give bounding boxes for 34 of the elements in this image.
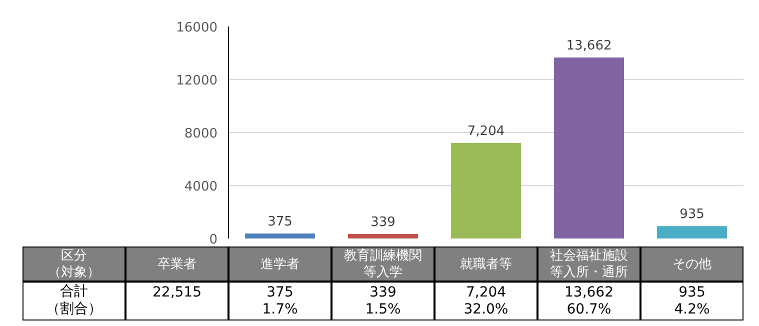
text: 339 <box>370 215 396 230</box>
text: 13,662 <box>566 38 612 54</box>
text: 375 <box>268 214 292 230</box>
y-tick-label: 4000 <box>184 180 218 194</box>
data-label: 7,204 <box>466 284 506 300</box>
text: 32.0% <box>464 301 508 318</box>
y-tick-label: 12000 <box>176 74 218 88</box>
x-tick-label: 社会福祉施設等入所・通所 <box>550 248 628 280</box>
bar <box>348 234 418 238</box>
data-label: 375 <box>266 284 294 300</box>
x-tick-label: 教育訓練機関等入学 <box>344 248 422 280</box>
text: 区分（対象） <box>48 248 100 280</box>
text: 7,204 <box>467 124 505 140</box>
bar <box>450 143 522 238</box>
data-label: 13,662 <box>564 284 614 300</box>
y-tick-label: 16000 <box>176 20 218 36</box>
y-tick-label: 0 <box>209 232 218 248</box>
x-tick-label: 進学者 <box>260 256 300 272</box>
text: 4.2% <box>674 301 710 318</box>
x-tick-label: 就職者等 <box>460 256 512 272</box>
bar <box>554 57 624 238</box>
text: 60.7% <box>566 301 612 318</box>
text: 合計（割合） <box>46 283 102 317</box>
text: 935 <box>680 207 704 222</box>
data-label: 339 <box>370 284 396 300</box>
y-tick-label: 8000 <box>184 126 218 142</box>
bar <box>244 234 316 238</box>
data-label: 935 <box>678 284 706 300</box>
text: 22,515 <box>152 284 202 300</box>
text: 1.5% <box>365 301 401 318</box>
x-tick-label: その他 <box>672 256 712 272</box>
text: 1.7% <box>262 301 298 318</box>
bar <box>656 226 728 238</box>
text: 卒業者 <box>158 256 196 272</box>
